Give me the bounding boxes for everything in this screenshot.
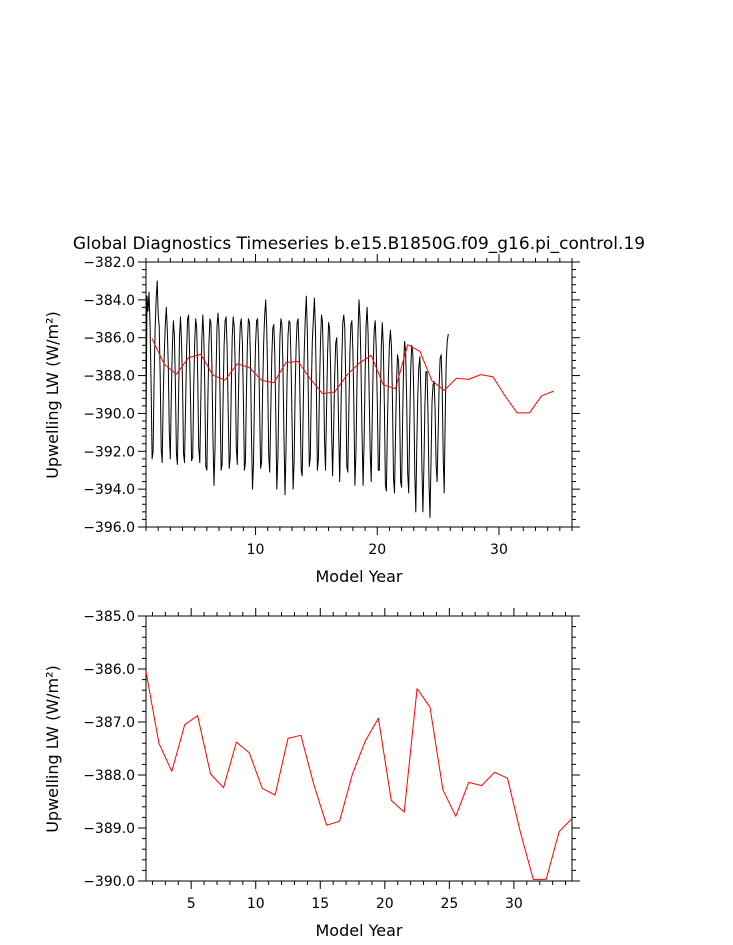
y-tick-label: −396.0 — [83, 520, 135, 536]
tick-marks — [138, 254, 580, 535]
plot-frame — [145, 615, 573, 882]
x-tick-label: 25 — [440, 896, 458, 912]
x-tick-label: 5 — [187, 896, 196, 912]
y-tick-labels: −396.0 −394.0 −392.0 −390.0 −388.0 −386.0 −384… — [83, 255, 135, 536]
series-lines — [145, 671, 573, 880]
x-axis-label: Model Year — [316, 567, 403, 586]
chart-title: Global Diagnostics Timeseries b.e15.B185… — [73, 234, 645, 254]
y-axis-label: Upwelling LW (W/m²) — [43, 665, 62, 833]
y-tick-label: −386.0 — [83, 331, 135, 347]
x-tick-labels: 10 20 30 — [247, 542, 508, 558]
y-tick-label: −389.0 — [83, 821, 135, 837]
y-tick-label: −382.0 — [83, 255, 135, 271]
x-tick-label: 15 — [311, 896, 329, 912]
y-tick-label: −387.0 — [83, 715, 135, 731]
x-tick-label: 20 — [376, 896, 394, 912]
y-axis-label: Upwelling LW (W/m²) — [43, 311, 62, 479]
top-chart-panel: −396.0 −394.0 −392.0 −390.0 −388.0 −386.0 −384… — [43, 254, 580, 586]
annual-mean-series-line — [151, 338, 554, 414]
y-tick-label: −394.0 — [83, 482, 135, 498]
x-tick-label: 20 — [368, 542, 386, 558]
series-lines — [145, 280, 554, 518]
x-tick-label: 10 — [247, 542, 265, 558]
y-tick-label: −385.0 — [83, 609, 135, 625]
x-tick-labels: 5 10 15 20 25 30 — [187, 896, 523, 912]
annual-mean-series-line — [145, 671, 573, 880]
y-tick-label: −384.0 — [83, 293, 135, 309]
x-tick-label: 30 — [490, 542, 508, 558]
y-tick-label: −392.0 — [83, 444, 135, 460]
x-tick-label: 30 — [505, 896, 523, 912]
y-tick-labels: −390.0 −389.0 −388.0 −387.0 −386.0 −385.0 — [83, 609, 135, 890]
monthly-series-line — [145, 280, 449, 518]
bottom-chart-panel: −390.0 −389.0 −388.0 −387.0 −386.0 −385.0 5 10… — [43, 608, 580, 940]
y-tick-label: −390.0 — [83, 874, 135, 890]
y-tick-label: −388.0 — [83, 369, 135, 385]
x-tick-label: 10 — [247, 896, 265, 912]
x-axis-label: Model Year — [316, 921, 403, 940]
y-tick-label: −390.0 — [83, 406, 135, 422]
y-tick-label: −386.0 — [83, 662, 135, 678]
y-tick-label: −388.0 — [83, 768, 135, 784]
tick-marks — [138, 608, 580, 889]
